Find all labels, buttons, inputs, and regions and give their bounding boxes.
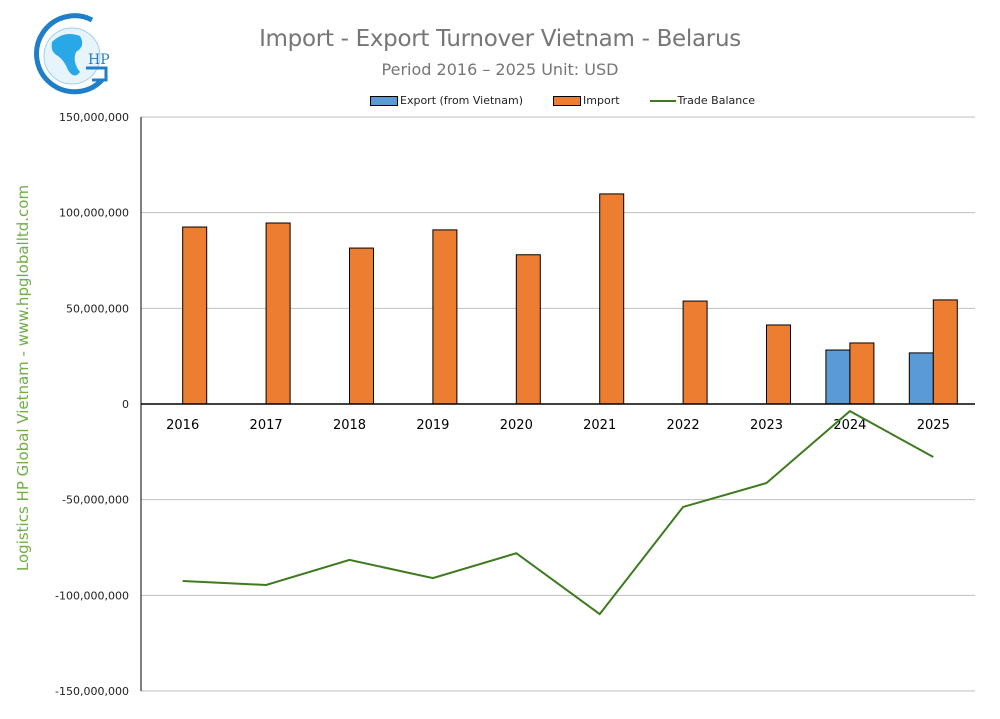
trade-balance-line [182, 409, 934, 616]
export-bar [908, 352, 934, 405]
x-tick-label: 2016 [166, 418, 199, 433]
company-logo: HP [34, 13, 110, 95]
y-tick-label: 0 [122, 398, 129, 411]
trade-balance-line-icon [649, 99, 676, 102]
x-tick-label: 2018 [333, 418, 366, 433]
import-bar [432, 229, 458, 405]
y-tick-label: -100,000,000 [55, 589, 129, 602]
import-bar [599, 193, 625, 405]
x-tick-label: 2019 [416, 418, 449, 433]
x-tick-label: 2021 [583, 418, 616, 433]
chart-title: Import - Export Turnover Vietnam - Belar… [259, 26, 741, 52]
import-bar [849, 342, 875, 405]
legend-item-trade-balance: Trade Balance [649, 94, 755, 107]
legend-item-import: Import [553, 94, 620, 107]
y-tick-label: 150,000,000 [59, 111, 129, 124]
y-tick-label: 50,000,000 [66, 302, 129, 315]
y-tick-label: -50,000,000 [62, 494, 129, 507]
import-swatch-icon [553, 95, 582, 106]
import-bar [682, 300, 708, 405]
y-tick-label: -150,000,000 [55, 685, 129, 698]
import-bar [932, 299, 958, 405]
import-bar [349, 247, 374, 405]
chart-legend: Export (from Vietnam) Import Trade Balan… [370, 94, 785, 107]
export-bar [825, 349, 851, 405]
x-tick-label: 2024 [833, 418, 866, 433]
import-bar [766, 324, 791, 405]
import-bar [265, 222, 291, 405]
x-tick-label: 2022 [667, 418, 700, 433]
chart-subtitle: Period 2016 – 2025 Unit: USD [381, 60, 619, 79]
x-tick-label: 2023 [750, 418, 783, 433]
export-swatch-icon [370, 95, 398, 106]
x-tick-label: 2025 [917, 418, 950, 433]
x-tick-label: 2017 [250, 418, 283, 433]
x-tick-label: 2020 [500, 418, 533, 433]
import-bar [515, 254, 541, 405]
svg-text:HP: HP [88, 52, 110, 68]
legend-item-export: Export (from Vietnam) [370, 94, 523, 107]
y-tick-label: 100,000,000 [59, 207, 129, 220]
import-bar [182, 226, 208, 405]
